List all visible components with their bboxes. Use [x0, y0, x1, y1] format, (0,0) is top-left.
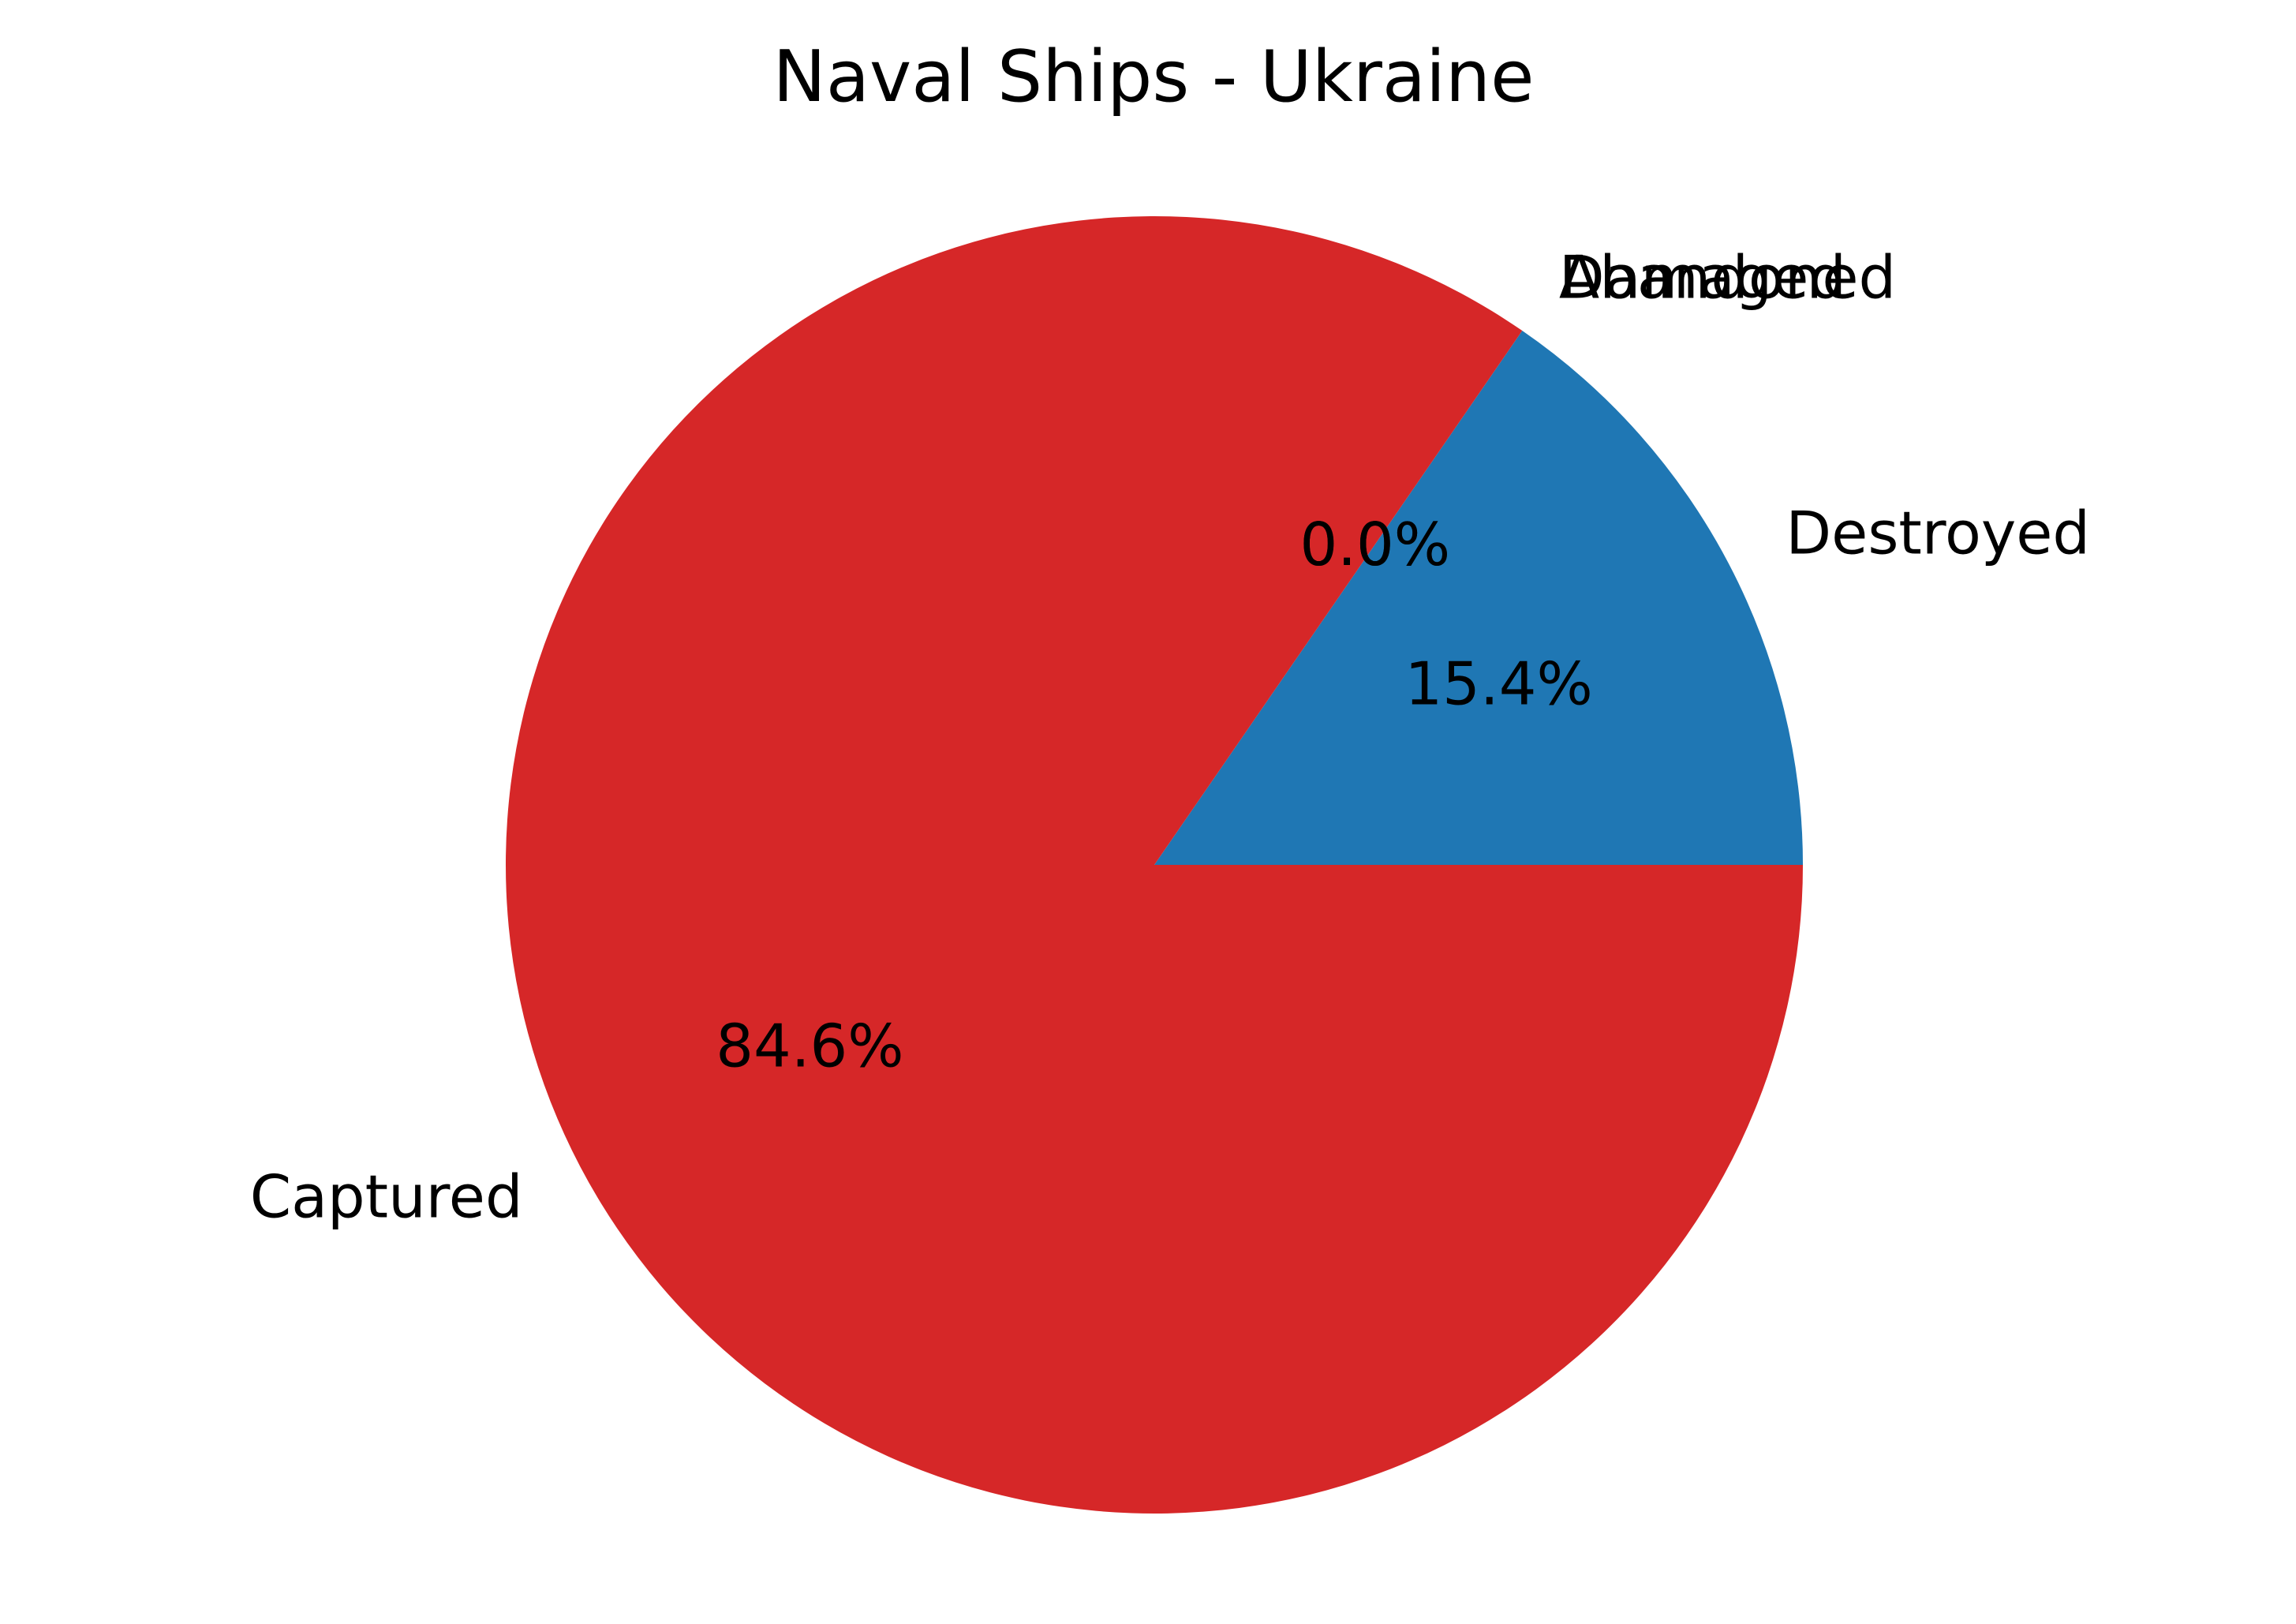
slice-label-destroyed: Destroyed: [1786, 498, 2090, 567]
slice-label-abandoned: Abandoned: [1559, 242, 1896, 312]
pct-label-abandoned: 0.0%: [1300, 510, 1451, 579]
chart-title: Naval Ships - Ukraine: [773, 36, 1535, 118]
percentage-labels: 15.4%0.0%0.0%84.6%: [716, 510, 1592, 1081]
pct-label-captured: 84.6%: [716, 1011, 903, 1080]
pie-slice-destroyed: [1154, 331, 1803, 865]
pie-slices: [506, 216, 1803, 1514]
slice-label-damaged: Damaged: [1559, 242, 1846, 312]
pie-slice-captured: [506, 216, 1803, 1514]
pct-label-damaged: 0.0%: [1300, 510, 1451, 579]
slice-label-captured: Captured: [250, 1162, 523, 1232]
pct-label-destroyed: 15.4%: [1404, 649, 1592, 719]
